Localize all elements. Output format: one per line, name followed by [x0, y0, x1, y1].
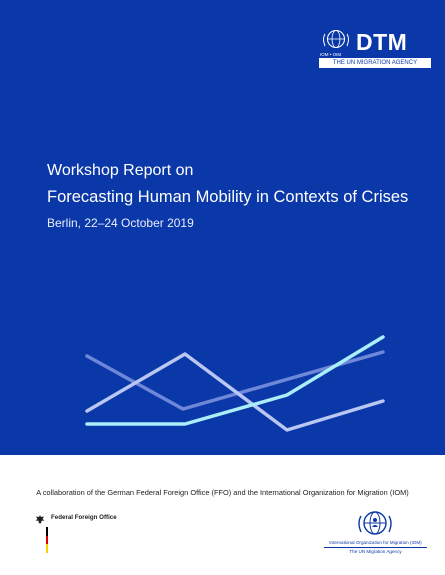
decorative-lines [85, 335, 385, 432]
iom-divider [324, 547, 427, 548]
title-block: Workshop Report on Forecasting Human Mob… [47, 162, 408, 230]
iom-emblem-icon [358, 511, 392, 535]
dtm-logo: DTM IOM • OIM THE UN MIGRATION AGENCY [319, 28, 431, 68]
iom-logo: International Organization for Migration… [318, 510, 433, 560]
dtm-logo-text: DTM [356, 29, 408, 55]
report-title: Forecasting Human Mobility in Contexts o… [47, 188, 409, 206]
report-date: Berlin, 22–24 October 2019 [47, 216, 194, 230]
iom-name: International Organization for Migration… [329, 540, 422, 545]
dtm-logo-sub: IOM • OIM [320, 52, 342, 57]
collaboration-caption: A collaboration of the German Federal Fo… [36, 488, 409, 497]
ffo-label: Federal Foreign Office [51, 514, 117, 521]
cover-panel: DTM IOM • OIM THE UN MIGRATION AGENCY Wo… [0, 0, 445, 455]
decor-line-3 [85, 335, 385, 426]
report-pretitle: Workshop Report on [47, 162, 194, 179]
federal-foreign-office-logo: Federal Foreign Office [34, 514, 154, 554]
iom-globe-icon [323, 29, 349, 49]
eagle-icon [35, 515, 45, 524]
dtm-tagline: THE UN MIGRATION AGENCY [319, 58, 431, 68]
decor-line-2 [85, 352, 385, 432]
iom-agency: The UN Migration Agency [349, 549, 402, 554]
decor-line-1 [85, 350, 385, 411]
german-flag-bar [46, 527, 48, 553]
